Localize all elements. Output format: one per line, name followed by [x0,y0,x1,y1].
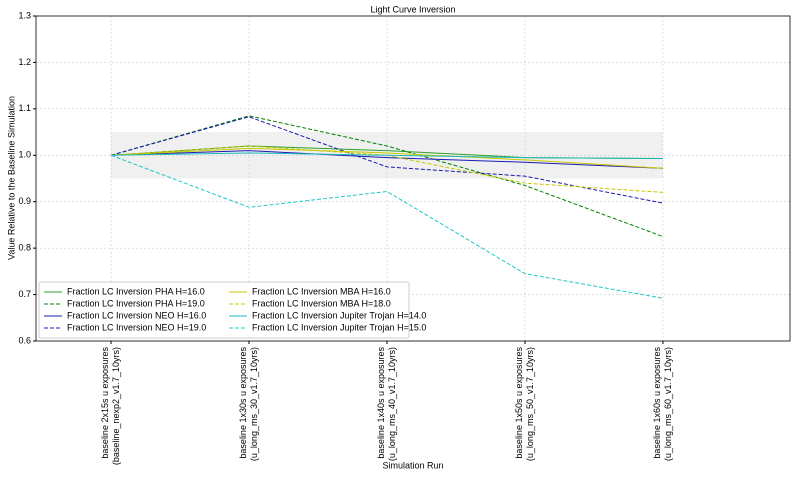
x-tick-label: baseline 1x30s u exposures (u_long_ms_30… [238,347,259,462]
legend-label: Fraction LC Inversion PHA H=19.0 [67,298,205,308]
x-tick-label: baseline 1x60s u exposures (u_long_ms_60… [651,347,673,462]
series-line [110,115,664,238]
y-tick-label: 1.1 [18,103,31,113]
series-line [110,154,664,299]
y-tick-label: 1.2 [18,57,31,67]
series-line [111,150,663,169]
legend-label: Fraction LC Inversion MBA H=18.0 [252,298,391,308]
y-tick-label: 0.8 [18,243,31,253]
plot-frame [35,15,791,342]
legend-label: Fraction LC Inversion NEO H=16.0 [67,310,206,320]
y-tick-label: 0.6 [18,335,31,345]
series-line [111,152,663,160]
x-tick-label: baseline 2x15s u exposures (baseline_nex… [100,347,122,466]
legend-label: Fraction LC Inversion Jupiter Trojan H=1… [252,310,426,320]
y-tick-label: 0.9 [18,196,31,206]
y-tick-label: 0.7 [18,289,31,299]
x-axis-label: Simulation Run [382,460,443,470]
legend-label: Fraction LC Inversion PHA H=16.0 [67,286,205,296]
series-line [110,116,664,204]
legend-label: Fraction LC Inversion Jupiter Trojan H=1… [252,322,426,332]
y-tick-label: 1.3 [18,10,31,20]
legend-label: Fraction LC Inversion NEO H=19.0 [67,322,206,332]
y-axis-label: Value Relative to the Baseline Simulatio… [6,96,16,260]
chart-title: Light Curve Inversion [370,4,455,14]
y-tick-label: 1.0 [18,150,31,160]
x-tick-label: baseline 1x40s u exposures (u_long_ms_40… [375,347,397,462]
series-line [110,147,663,169]
legend-box [38,281,410,339]
x-tick-label: baseline 1x50s u exposures (u_long_ms_50… [513,347,535,462]
legend-label: Fraction LC Inversion MBA H=16.0 [252,286,391,296]
